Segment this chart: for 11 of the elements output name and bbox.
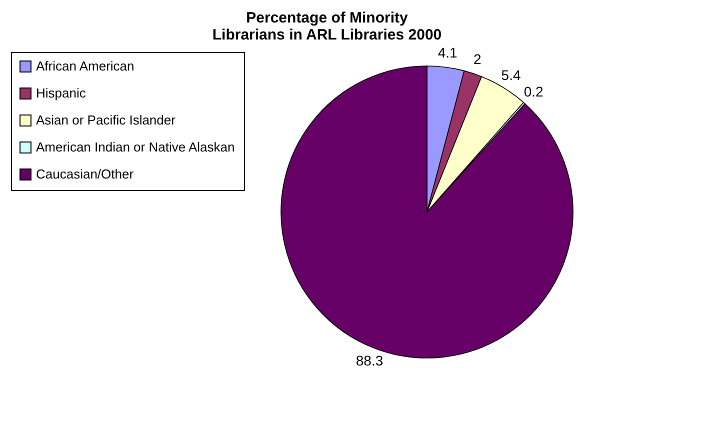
legend-label: Hispanic xyxy=(36,86,86,100)
legend-label: African American xyxy=(36,58,134,74)
legend-label: Caucasian/Other xyxy=(36,166,134,182)
data-label: 5.4 xyxy=(501,66,521,83)
data-label: 2 xyxy=(474,51,482,68)
legend-label: American Indian or Native Alaskan xyxy=(36,140,235,154)
chart-title: Percentage of Minority Librarians in ARL Libraries 2000 xyxy=(212,9,442,44)
legend-label: Asian or Pacific Islander xyxy=(36,112,176,128)
data-label: 4.1 xyxy=(438,44,458,60)
data-label: 88.3 xyxy=(356,352,384,368)
data-label: 0.2 xyxy=(524,84,544,100)
